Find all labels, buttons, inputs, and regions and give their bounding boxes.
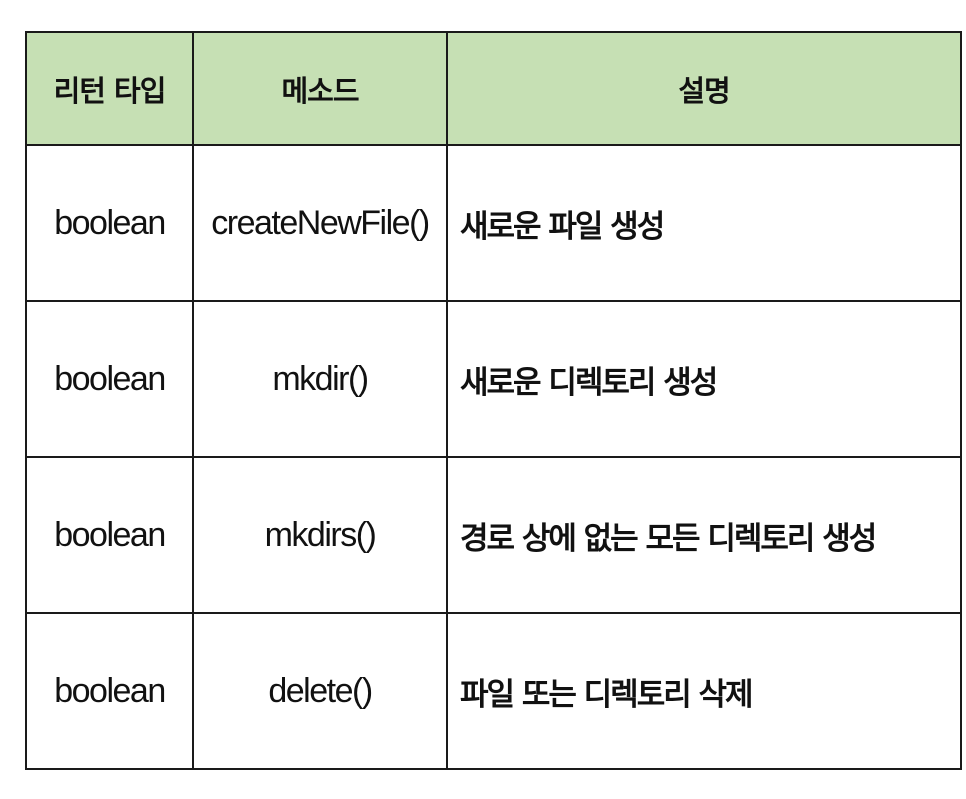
- header-method: 메소드: [192, 31, 448, 146]
- header-row: 리턴 타입 메소드 설명: [25, 31, 962, 146]
- header-description: 설명: [446, 31, 962, 146]
- cell-method: mkdir(): [192, 300, 448, 458]
- table-row: boolean createNewFile() 새로운 파일 생성: [25, 144, 962, 302]
- cell-return-type: boolean: [25, 300, 194, 458]
- table-row: boolean delete() 파일 또는 디렉토리 삭제: [25, 612, 962, 770]
- table-header: 리턴 타입 메소드 설명: [25, 31, 962, 146]
- cell-description: 파일 또는 디렉토리 삭제: [446, 612, 962, 770]
- cell-return-type: boolean: [25, 456, 194, 614]
- table-body: boolean createNewFile() 새로운 파일 생성 boolea…: [25, 144, 962, 770]
- cell-method: mkdirs(): [192, 456, 448, 614]
- cell-return-type: boolean: [25, 144, 194, 302]
- cell-description: 경로 상에 없는 모든 디렉토리 생성: [446, 456, 962, 614]
- table-row: boolean mkdir() 새로운 디렉토리 생성: [25, 300, 962, 458]
- cell-description: 새로운 디렉토리 생성: [446, 300, 962, 458]
- cell-return-type: boolean: [25, 612, 194, 770]
- cell-description: 새로운 파일 생성: [446, 144, 962, 302]
- file-methods-table: 리턴 타입 메소드 설명 boolean createNewFile() 새로운…: [25, 31, 962, 770]
- table-row: boolean mkdirs() 경로 상에 없는 모든 디렉토리 생성: [25, 456, 962, 614]
- cell-method: createNewFile(): [192, 144, 448, 302]
- header-return-type: 리턴 타입: [25, 31, 194, 146]
- cell-method: delete(): [192, 612, 448, 770]
